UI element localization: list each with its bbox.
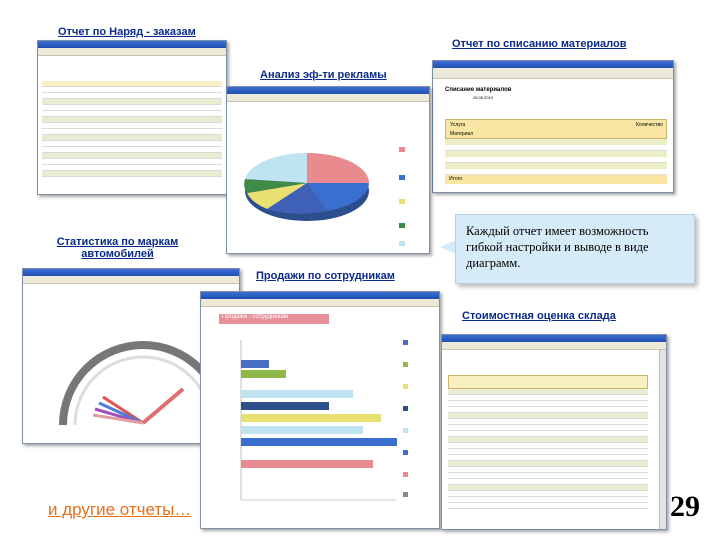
caption-sales[interactable]: Продажи по сотрудникам <box>256 270 395 282</box>
cars-window-toolbar[interactable] <box>23 276 239 284</box>
writeoff-header-quantity: Количество <box>636 122 663 128</box>
warehouse-scrollbar[interactable] <box>659 350 666 529</box>
cars-window-titlebar[interactable] <box>23 269 239 276</box>
writeoff-report-title: Списание материалов <box>445 87 512 93</box>
writeoff-table: Услуга Количество Материал Итого <box>445 119 667 184</box>
pie-slice-blue <box>307 183 369 211</box>
sales-bar <box>241 438 397 446</box>
caption-cars[interactable]: Статистика по маркам автомобилей <box>56 236 179 260</box>
sales-bar <box>241 402 329 410</box>
advert-window-titlebar[interactable] <box>227 87 429 94</box>
sales-window-titlebar[interactable] <box>201 292 439 299</box>
sales-bar <box>241 460 373 468</box>
orders-window-toolbar[interactable] <box>38 48 226 56</box>
writeoff-header-service: Услуга <box>450 122 466 128</box>
sales-bar <box>241 414 381 422</box>
sales-bar <box>241 360 269 368</box>
feature-note: Каждый отчет имеет возможность гибкой на… <box>455 214 695 284</box>
sales-report-title: Продажи - сотрудникам <box>219 314 329 324</box>
writeoff-header-material: Материал <box>450 131 474 137</box>
caption-warehouse[interactable]: Стоимостная оценка склада <box>462 310 616 322</box>
writeoff-report-window: Списание материалов 25.05.2010 Услуга Ко… <box>432 60 674 193</box>
caption-writeoff[interactable]: Отчет по списанию материалов <box>452 38 627 50</box>
advert-pie-chart <box>244 147 405 246</box>
caption-orders[interactable]: Отчет по Наряд - заказам <box>58 26 196 38</box>
warehouse-report-window <box>441 334 667 530</box>
more-reports-link[interactable]: и другие отчеты… <box>48 500 192 519</box>
pie-slice-green <box>244 179 307 193</box>
sales-bar-chart <box>240 340 408 501</box>
warehouse-window-toolbar[interactable] <box>442 342 666 350</box>
writeoff-report-date: 25.05.2010 <box>473 95 494 100</box>
warehouse-window-titlebar[interactable] <box>442 335 666 342</box>
pie-slice-darkblue <box>267 183 327 214</box>
sales-report-window: Продажи - сотрудникам <box>200 291 440 529</box>
writeoff-window-toolbar[interactable] <box>433 68 673 79</box>
advert-report-window <box>226 86 430 254</box>
note-callout-tail <box>440 240 456 254</box>
sales-bar <box>241 370 286 378</box>
page-number: 29 <box>670 490 700 523</box>
sales-window-toolbar[interactable] <box>201 299 439 307</box>
orders-report-window <box>37 40 227 195</box>
warehouse-table <box>448 375 648 509</box>
pie-slice-pink <box>307 153 369 183</box>
writeoff-window-titlebar[interactable] <box>433 61 673 68</box>
pie-slice-lightblue <box>245 152 307 183</box>
orders-report-table <box>38 81 226 177</box>
sales-bar <box>241 426 363 434</box>
writeoff-total-label: Итого <box>449 176 463 182</box>
caption-advert[interactable]: Анализ эф-ти рекламы <box>260 69 387 81</box>
advert-window-toolbar[interactable] <box>227 94 429 102</box>
pie-slice-yellow <box>247 183 307 209</box>
orders-window-titlebar[interactable] <box>38 41 226 48</box>
sales-bar <box>241 390 353 398</box>
